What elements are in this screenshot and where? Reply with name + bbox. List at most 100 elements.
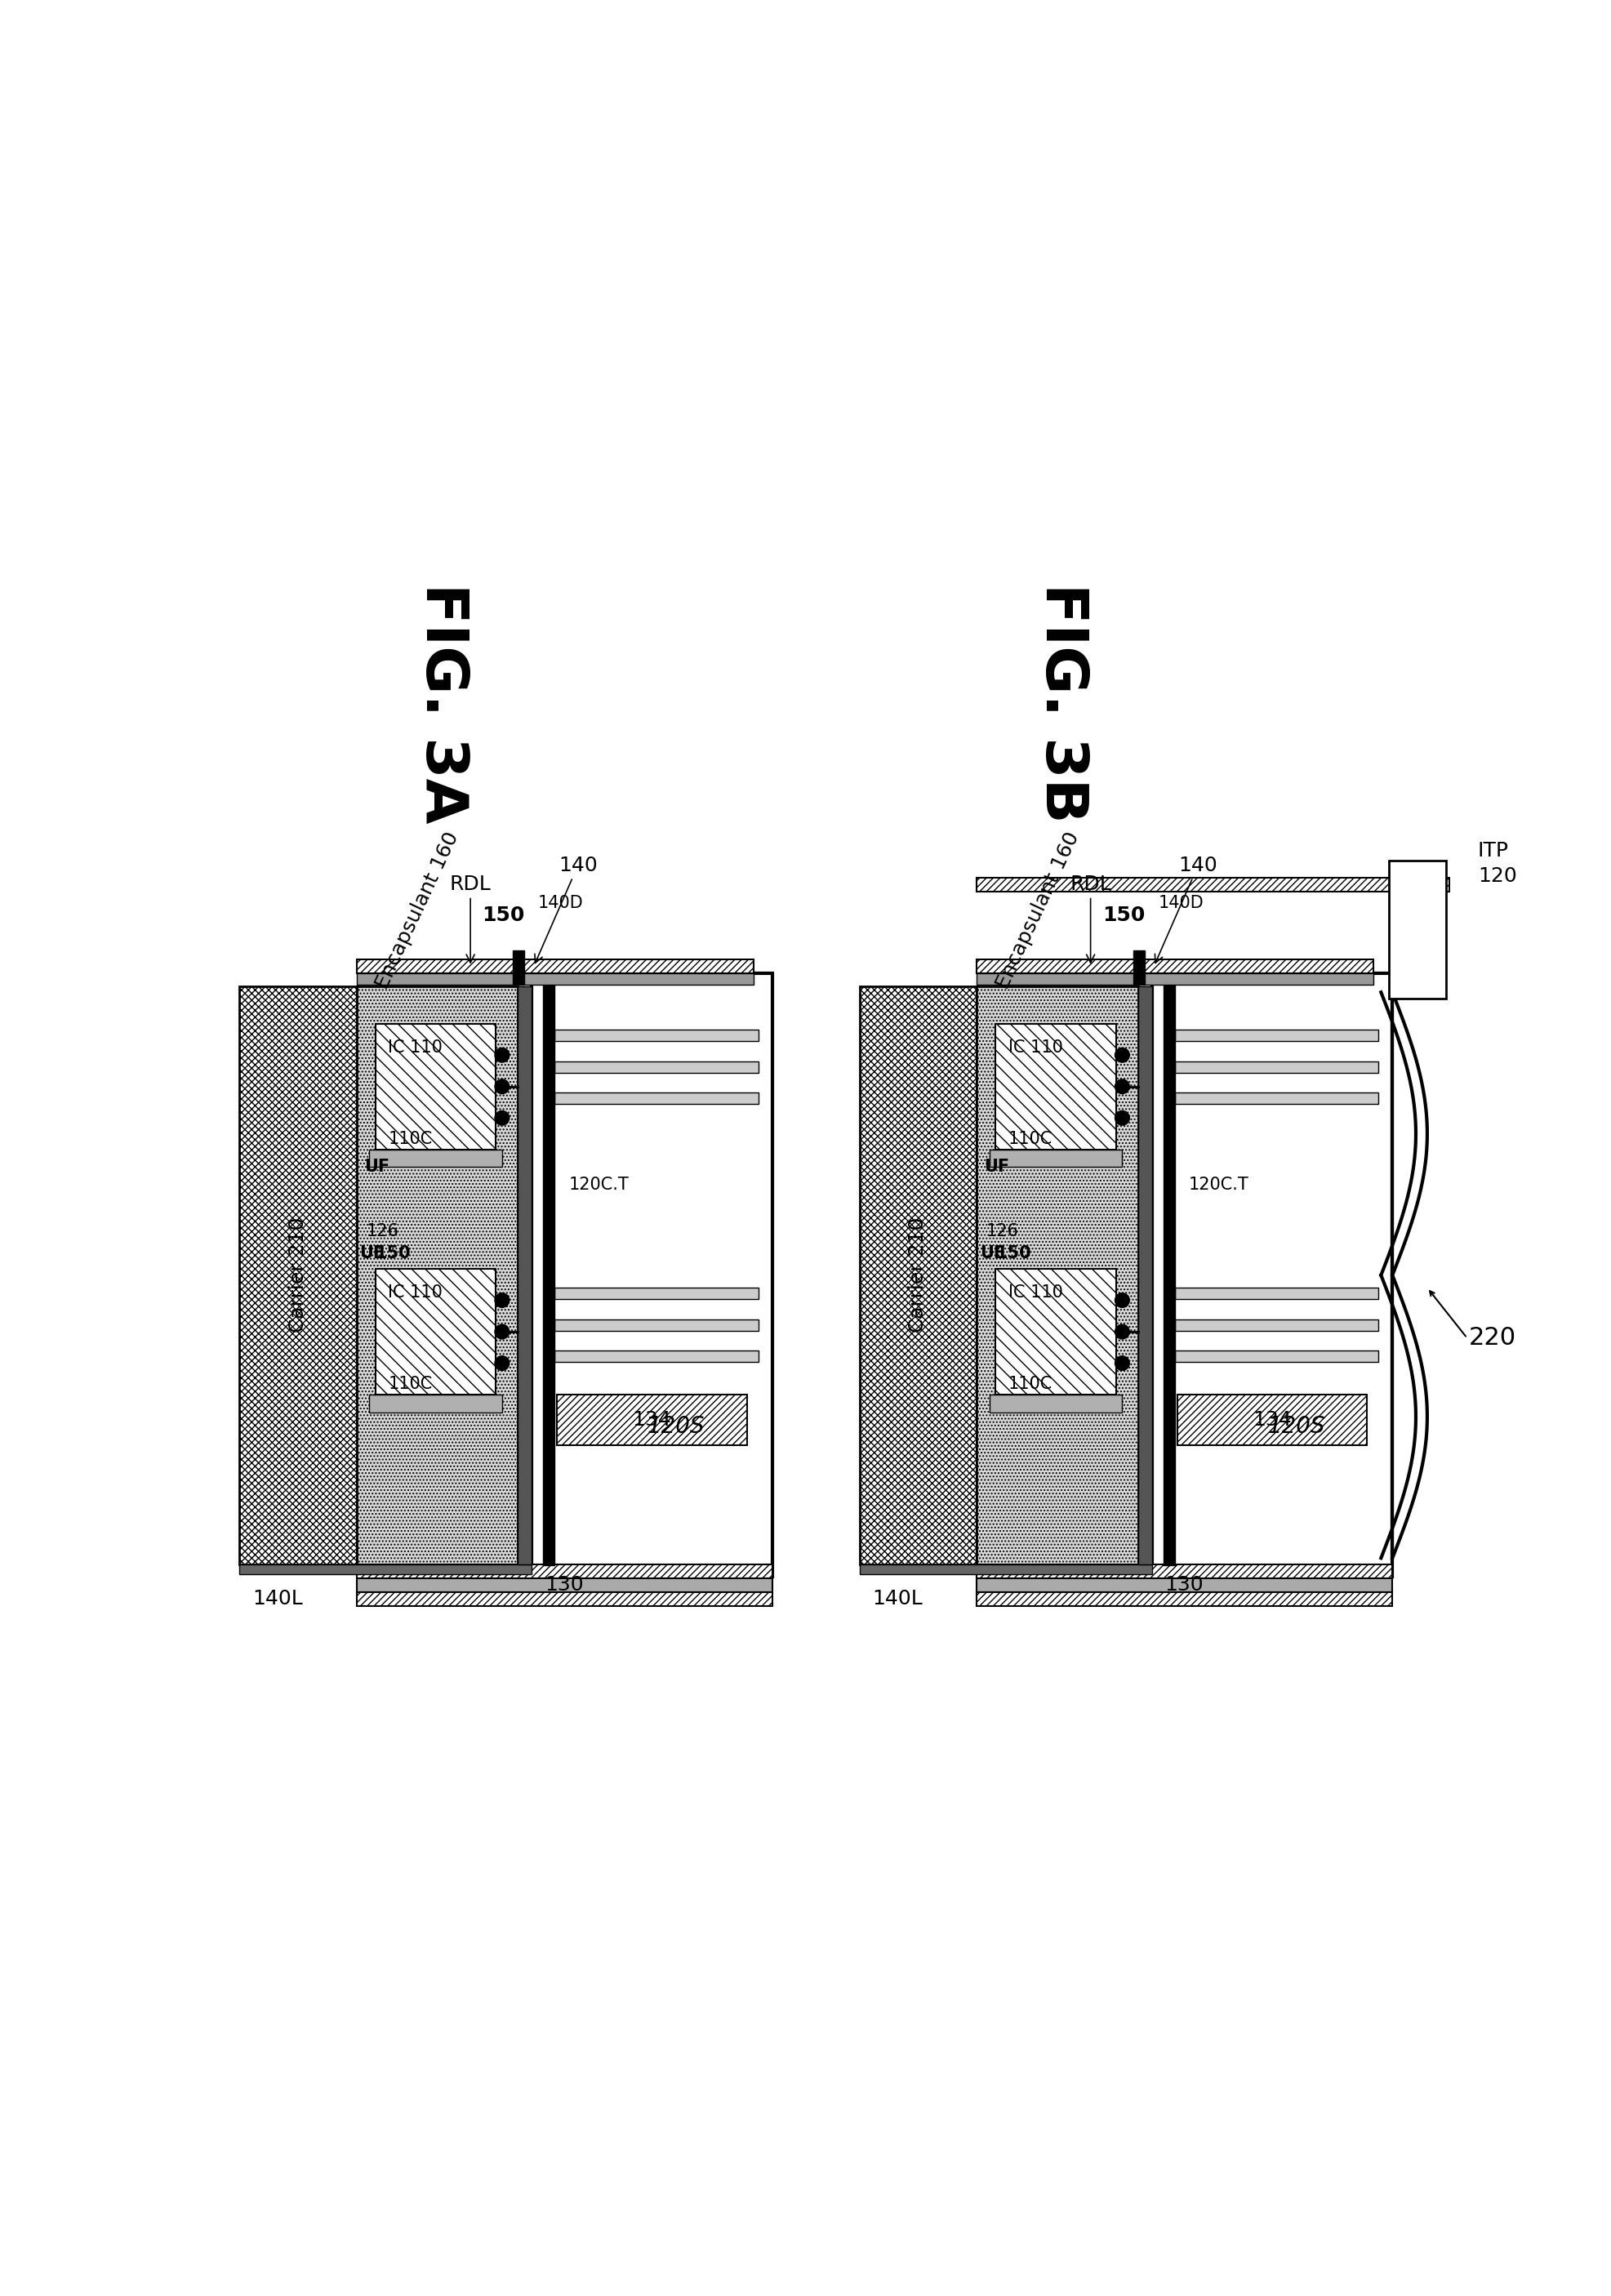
Bar	[976, 1591, 1392, 1605]
Bar	[375, 1024, 496, 1150]
Text: FIG. 3A: FIG. 3A	[414, 583, 470, 824]
Bar	[859, 985, 976, 1564]
Bar	[356, 1577, 772, 1591]
Text: 130: 130	[1165, 1575, 1203, 1596]
Bar	[1137, 985, 1152, 1564]
Bar	[976, 985, 1137, 1564]
Bar	[976, 974, 1373, 985]
Bar	[517, 985, 532, 1564]
Text: 140L: 140L	[251, 1589, 303, 1609]
Text: 110C: 110C	[1008, 1130, 1052, 1148]
Text: 134: 134	[1252, 1410, 1290, 1430]
Bar	[369, 1394, 501, 1412]
Text: IC 110: IC 110	[1008, 1283, 1062, 1302]
Circle shape	[1115, 1293, 1129, 1306]
Circle shape	[495, 1111, 509, 1125]
Text: 120S: 120S	[1266, 1414, 1324, 1437]
Text: 140D: 140D	[1158, 895, 1203, 912]
Text: ITP: ITP	[1477, 840, 1508, 861]
Bar	[240, 1564, 532, 1575]
Text: IC 110: IC 110	[388, 1283, 443, 1302]
Bar	[554, 1031, 757, 1042]
Bar	[240, 985, 356, 1564]
Bar	[554, 1061, 757, 1072]
Text: 120C.T: 120C.T	[569, 1176, 628, 1194]
Bar	[1174, 1061, 1377, 1072]
Bar	[989, 1150, 1121, 1166]
Text: 126: 126	[986, 1224, 1018, 1240]
Text: 140D: 140D	[538, 895, 583, 912]
Bar	[1133, 951, 1144, 985]
Text: 120S: 120S	[648, 1414, 704, 1437]
Bar	[543, 985, 554, 1566]
Text: UF: UF	[979, 1244, 1005, 1261]
Bar	[996, 1024, 1115, 1150]
Bar	[1152, 974, 1392, 1577]
Bar	[356, 960, 752, 974]
Text: 120: 120	[1477, 866, 1516, 886]
Text: FIG. 3B: FIG. 3B	[1033, 583, 1089, 822]
Bar	[1174, 1031, 1377, 1042]
Text: IC 110: IC 110	[1008, 1040, 1062, 1056]
Bar	[859, 1564, 1152, 1575]
Bar	[1389, 861, 1445, 999]
Text: 150: 150	[1102, 905, 1144, 925]
Circle shape	[495, 1049, 509, 1063]
Bar	[512, 951, 524, 985]
Text: Encapsulant 160: Encapsulant 160	[992, 829, 1083, 992]
Text: IC 110: IC 110	[388, 1040, 443, 1056]
Bar	[356, 1591, 772, 1605]
Text: 134: 134	[632, 1410, 672, 1430]
Text: 220: 220	[1468, 1327, 1514, 1350]
Bar	[976, 960, 1373, 974]
Bar	[554, 1288, 757, 1300]
Circle shape	[1115, 1111, 1129, 1125]
Text: 110C: 110C	[388, 1130, 432, 1148]
Text: 150: 150	[375, 1244, 411, 1261]
Circle shape	[1115, 1079, 1129, 1093]
Bar	[976, 877, 1448, 891]
Bar	[976, 1564, 1392, 1577]
Circle shape	[1115, 1325, 1129, 1339]
Bar	[976, 1577, 1392, 1591]
Circle shape	[495, 1079, 509, 1093]
Bar	[554, 1350, 757, 1362]
Circle shape	[1115, 1049, 1129, 1063]
Text: RDL: RDL	[449, 875, 491, 962]
Circle shape	[1115, 1357, 1129, 1371]
Text: 110C: 110C	[1008, 1375, 1052, 1391]
Bar	[356, 974, 752, 985]
Bar	[1174, 1350, 1377, 1362]
Circle shape	[495, 1293, 509, 1306]
Bar	[369, 1150, 501, 1166]
Bar	[1174, 1093, 1377, 1104]
Text: RDL: RDL	[1070, 875, 1110, 962]
Text: UF: UF	[359, 1244, 385, 1261]
Text: UF: UF	[984, 1157, 1008, 1176]
Text: 140: 140	[1155, 856, 1216, 962]
Text: UF: UF	[364, 1157, 390, 1176]
Text: Encapsulant 160: Encapsulant 160	[372, 829, 462, 992]
Text: Carrier 210: Carrier 210	[288, 1217, 308, 1334]
Bar	[375, 1270, 496, 1394]
Bar	[1176, 1394, 1366, 1444]
Text: 130: 130	[545, 1575, 583, 1596]
Text: 150: 150	[482, 905, 525, 925]
Bar	[532, 974, 772, 1577]
Circle shape	[495, 1357, 509, 1371]
Bar	[356, 1564, 772, 1577]
Bar	[554, 1093, 757, 1104]
Bar	[557, 1394, 746, 1444]
Bar	[996, 1270, 1115, 1394]
Text: Carrier 210: Carrier 210	[907, 1217, 928, 1334]
Bar	[554, 1320, 757, 1329]
Text: 140: 140	[535, 856, 598, 962]
Text: 140L: 140L	[872, 1589, 923, 1609]
Circle shape	[495, 1325, 509, 1339]
Text: 150: 150	[996, 1244, 1031, 1261]
Text: 110C: 110C	[388, 1375, 432, 1391]
Text: 120C.T: 120C.T	[1187, 1176, 1249, 1194]
Bar	[356, 985, 517, 1564]
Bar	[1174, 1288, 1377, 1300]
Text: 126: 126	[366, 1224, 398, 1240]
